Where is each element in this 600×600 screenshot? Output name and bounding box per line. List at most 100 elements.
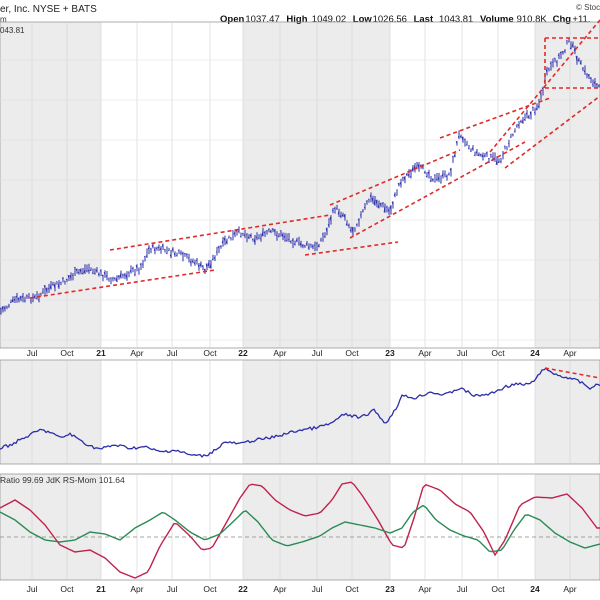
price-panel-frame [0, 21, 600, 349]
momentum-line-0 [0, 481, 600, 579]
ohlc-open-tick [145, 255, 148, 258]
ohlc-open-tick [49, 283, 52, 289]
rs-series [0, 367, 600, 458]
sub-title: m [0, 15, 7, 24]
ohlc-open-tick [455, 141, 458, 145]
quote-label-4: Volume [480, 14, 514, 25]
ohlc-open-tick [293, 243, 296, 246]
ohlc-open-tick [303, 245, 306, 247]
trendline-7 [489, 19, 600, 153]
x-tick-label: Oct [203, 348, 217, 358]
x-tick-label: Jul [457, 584, 468, 594]
ohlc-open-tick [331, 209, 334, 212]
ohlc-open-tick [57, 281, 60, 288]
x-tick-label: Oct [345, 584, 359, 594]
ohlc-open-tick [25, 294, 28, 297]
quote-value-1: 1049.02 [312, 14, 346, 25]
trendline-2 [304, 241, 399, 256]
ohlc-open-tick [125, 274, 128, 281]
rs-line [0, 367, 600, 458]
ohlc-open-tick [325, 228, 328, 234]
ohlc-open-tick [485, 152, 488, 155]
ohlc-open-tick [513, 131, 516, 133]
x-tick-label: Jul [457, 348, 468, 358]
ohlc-open-tick [63, 280, 66, 282]
ohlc-open-tick [69, 275, 72, 281]
quote-value-5: +11. [572, 14, 590, 25]
ohlc-open-tick [199, 261, 202, 267]
ohlc-open-tick [365, 200, 368, 203]
ohlc-open-tick [53, 284, 56, 290]
ohlc-open-tick [1, 306, 4, 312]
ohlc-open-tick [0, 308, 2, 310]
ohlc-open-tick [561, 51, 564, 55]
ohlc-open-tick [525, 112, 528, 116]
x-tick-label: Apr [273, 584, 286, 594]
ohlc-open-tick [285, 239, 288, 242]
ohlc-open-tick [67, 275, 70, 280]
momentum-legend: Ratio 99.69 JdK RS-Mom 101.64 [0, 475, 125, 485]
ohlc-open-tick [515, 125, 518, 128]
ohlc-open-tick [281, 233, 284, 239]
ohlc-open-tick [19, 296, 22, 301]
ohlc-open-tick [379, 203, 382, 207]
ohlc-open-tick [475, 151, 478, 155]
quote-label-1: High [286, 14, 307, 25]
ohlc-open-tick [185, 253, 188, 256]
ohlc-open-tick [195, 259, 198, 261]
x-tick-label: Oct [60, 584, 74, 594]
ohlc-open-tick [423, 171, 426, 174]
ohlc-open-tick [449, 168, 452, 173]
ohlc-open-tick [255, 236, 258, 239]
ohlc-open-tick [121, 274, 124, 276]
ohlc-open-tick [253, 237, 256, 243]
ohlc-open-tick [315, 242, 318, 245]
ohlc-open-tick [65, 278, 68, 281]
ohlc-open-tick [45, 287, 48, 294]
ohlc-open-tick [267, 229, 270, 231]
ohlc-open-tick [393, 192, 396, 196]
ohlc-open-tick [75, 268, 78, 272]
quote-bar: Open 1037.47 High 1049.02 Low 1026.56 Last 1043… [220, 14, 590, 25]
ohlc-open-tick [343, 214, 346, 220]
x-tick-label: 23 [385, 584, 395, 594]
ohlc-open-tick [275, 234, 278, 237]
ohlc-open-tick [499, 160, 502, 162]
year-band-rs-1 [243, 360, 390, 464]
ohlc-open-tick [413, 163, 416, 170]
ohlc-open-tick [151, 244, 154, 249]
trendline-3 [329, 149, 461, 206]
ohlc-open-tick [465, 144, 468, 146]
ohlc-open-tick [271, 228, 274, 231]
ohlc-open-tick [95, 269, 98, 273]
price-series [0, 37, 600, 315]
ohlc-open-tick [77, 271, 80, 275]
ohlc-open-tick [569, 46, 572, 49]
ohlc-open-tick [577, 57, 580, 62]
ohlc-open-tick [217, 246, 220, 250]
ohlc-open-tick [165, 252, 168, 255]
quote-value-2: 1026.56 [373, 14, 407, 25]
ohlc-open-tick [463, 139, 466, 141]
ohlc-open-tick [221, 239, 224, 244]
ohlc-open-tick [129, 270, 132, 274]
ohlc-open-tick [397, 183, 400, 187]
ohlc-open-tick [213, 257, 216, 261]
ohlc-open-tick [79, 269, 82, 274]
copyright-text: © Stoc [576, 3, 600, 12]
ohlc-open-tick [479, 154, 482, 157]
quote-label-5: Chg [553, 14, 572, 25]
ohlc-open-tick [381, 202, 384, 205]
quote-value-0: 1037.47 [245, 14, 279, 25]
ohlc-open-tick [37, 298, 40, 301]
ohlc-open-tick [383, 203, 386, 213]
ohlc-open-tick [163, 248, 166, 251]
year-band-price-1 [243, 22, 390, 348]
ohlc-open-tick [269, 229, 272, 233]
ohlc-open-tick [225, 239, 228, 244]
ohlc-open-tick [181, 252, 184, 256]
ohlc-open-tick [363, 206, 366, 208]
ohlc-open-tick [263, 231, 266, 234]
ohlc-open-tick [539, 92, 542, 95]
